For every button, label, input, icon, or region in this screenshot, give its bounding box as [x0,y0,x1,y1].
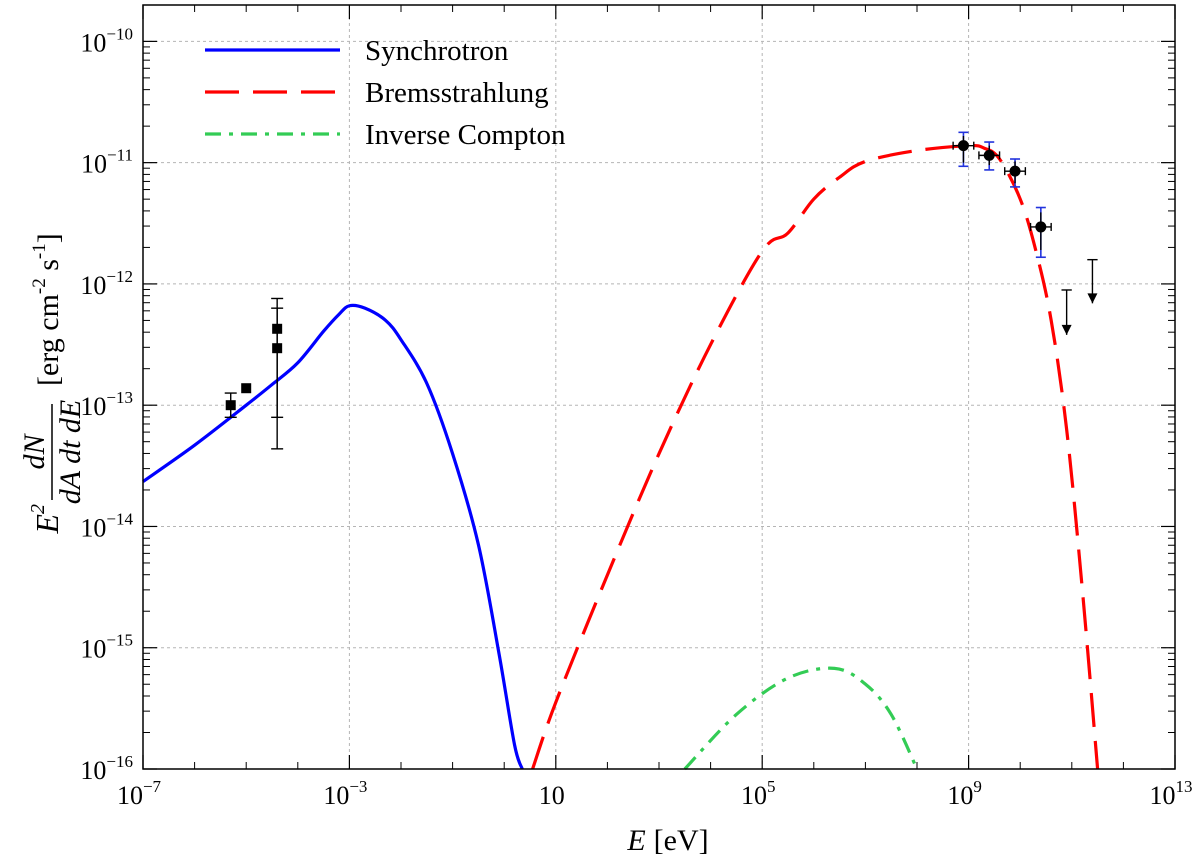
x-tick-label: 10 [539,781,565,810]
x-tick-label: 1013 [1150,777,1193,810]
legend: Synchrotron Bremsstrahlung Inverse Compton [205,35,566,151]
observations [224,131,1098,450]
x-tick-label: 10−7 [117,777,162,810]
y-tick-label: 10−11 [81,146,133,179]
svg-text:E[eV]: E [eV] [626,824,708,857]
x-axis-label: E [eV] [626,824,708,857]
data-point-circle [957,140,969,152]
y-tick-label: 10−10 [80,24,133,57]
upper-limit-arrow [1087,293,1098,304]
model-curves [142,143,1100,771]
x-tick-label: 109 [947,777,982,810]
legend-label: Synchrotron [365,35,509,67]
y-label-numerator: dN [18,433,51,470]
y-axis-label: E2 dN dA dt dE [erg cm-2 s-1] [18,233,87,534]
y-tick-label: 10−12 [80,267,133,300]
legend-label: Inverse Compton [365,119,566,151]
x-tick-label: 10−3 [323,777,367,810]
y-label-denominator: dA dt dE [54,400,87,504]
y-tick-label: 10−14 [80,509,133,542]
y-label-prefix: E2 [27,504,65,535]
series-synchrotron [142,303,524,770]
upper-limit-arrow [1061,324,1072,335]
axis-ticks: 10−7 10−3 10 105 109 1013 10−10 10−11 10−12 10−13… [80,5,1193,810]
data-point-circle [983,149,995,161]
data-point-square [241,383,252,394]
x-axis-var: E [626,824,645,857]
data-point-square [272,323,283,334]
y-tick-label: 10−16 [80,752,133,785]
data-point-circle [1009,165,1021,177]
y-label-unit: [erg cm-2 s-1] [29,233,65,386]
data-point-circle [1035,221,1047,233]
series-bremsstrahlung [531,143,1100,770]
grid [143,5,1175,769]
series-inverse-compton [683,666,919,771]
legend-label: Bremsstrahlung [365,77,549,109]
y-tick-label: 10−13 [80,388,133,421]
y-tick-label: 10−15 [80,631,133,664]
data-point-square [225,400,236,411]
plot-frame [142,4,1176,770]
x-tick-label: 105 [741,777,776,810]
x-axis-unit: [eV] [654,824,709,857]
